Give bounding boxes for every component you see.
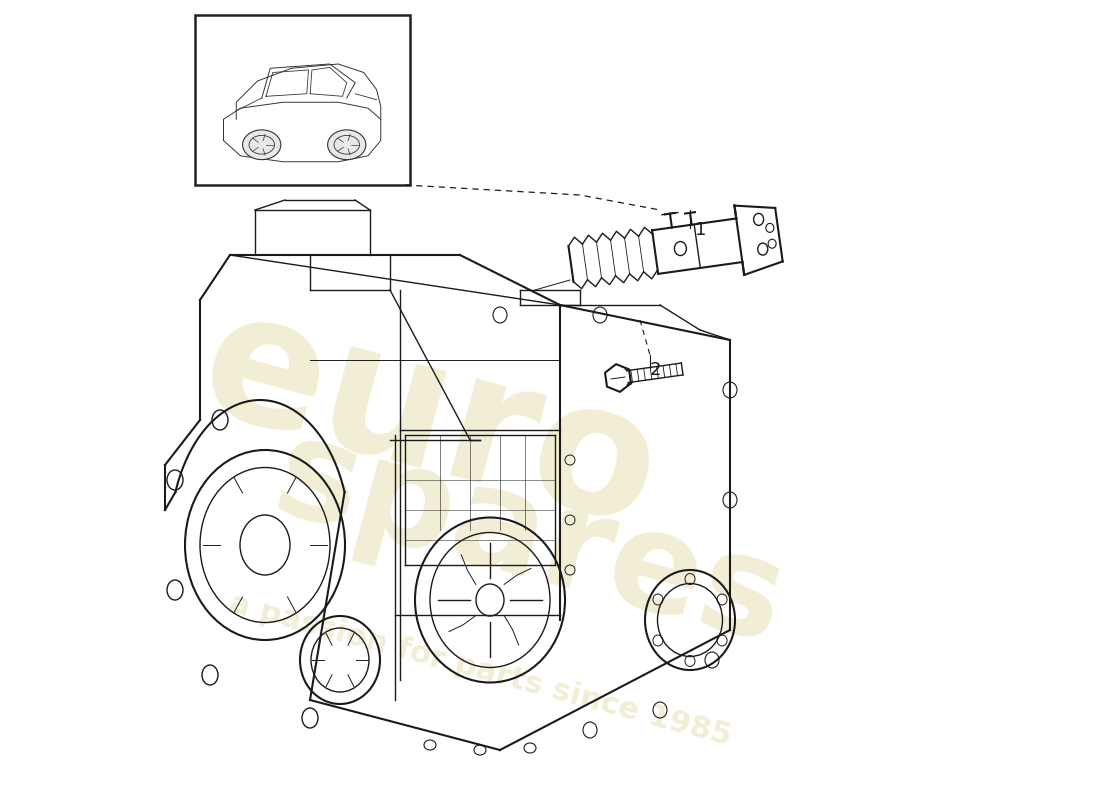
Text: 1: 1 [695, 221, 706, 239]
Ellipse shape [243, 130, 280, 160]
Text: euro: euro [184, 275, 676, 565]
Text: spares: spares [261, 407, 800, 673]
Bar [195, 15, 410, 185]
Ellipse shape [328, 130, 366, 160]
Text: a passion for parts since 1985: a passion for parts since 1985 [226, 589, 735, 751]
Text: 2: 2 [650, 361, 661, 379]
